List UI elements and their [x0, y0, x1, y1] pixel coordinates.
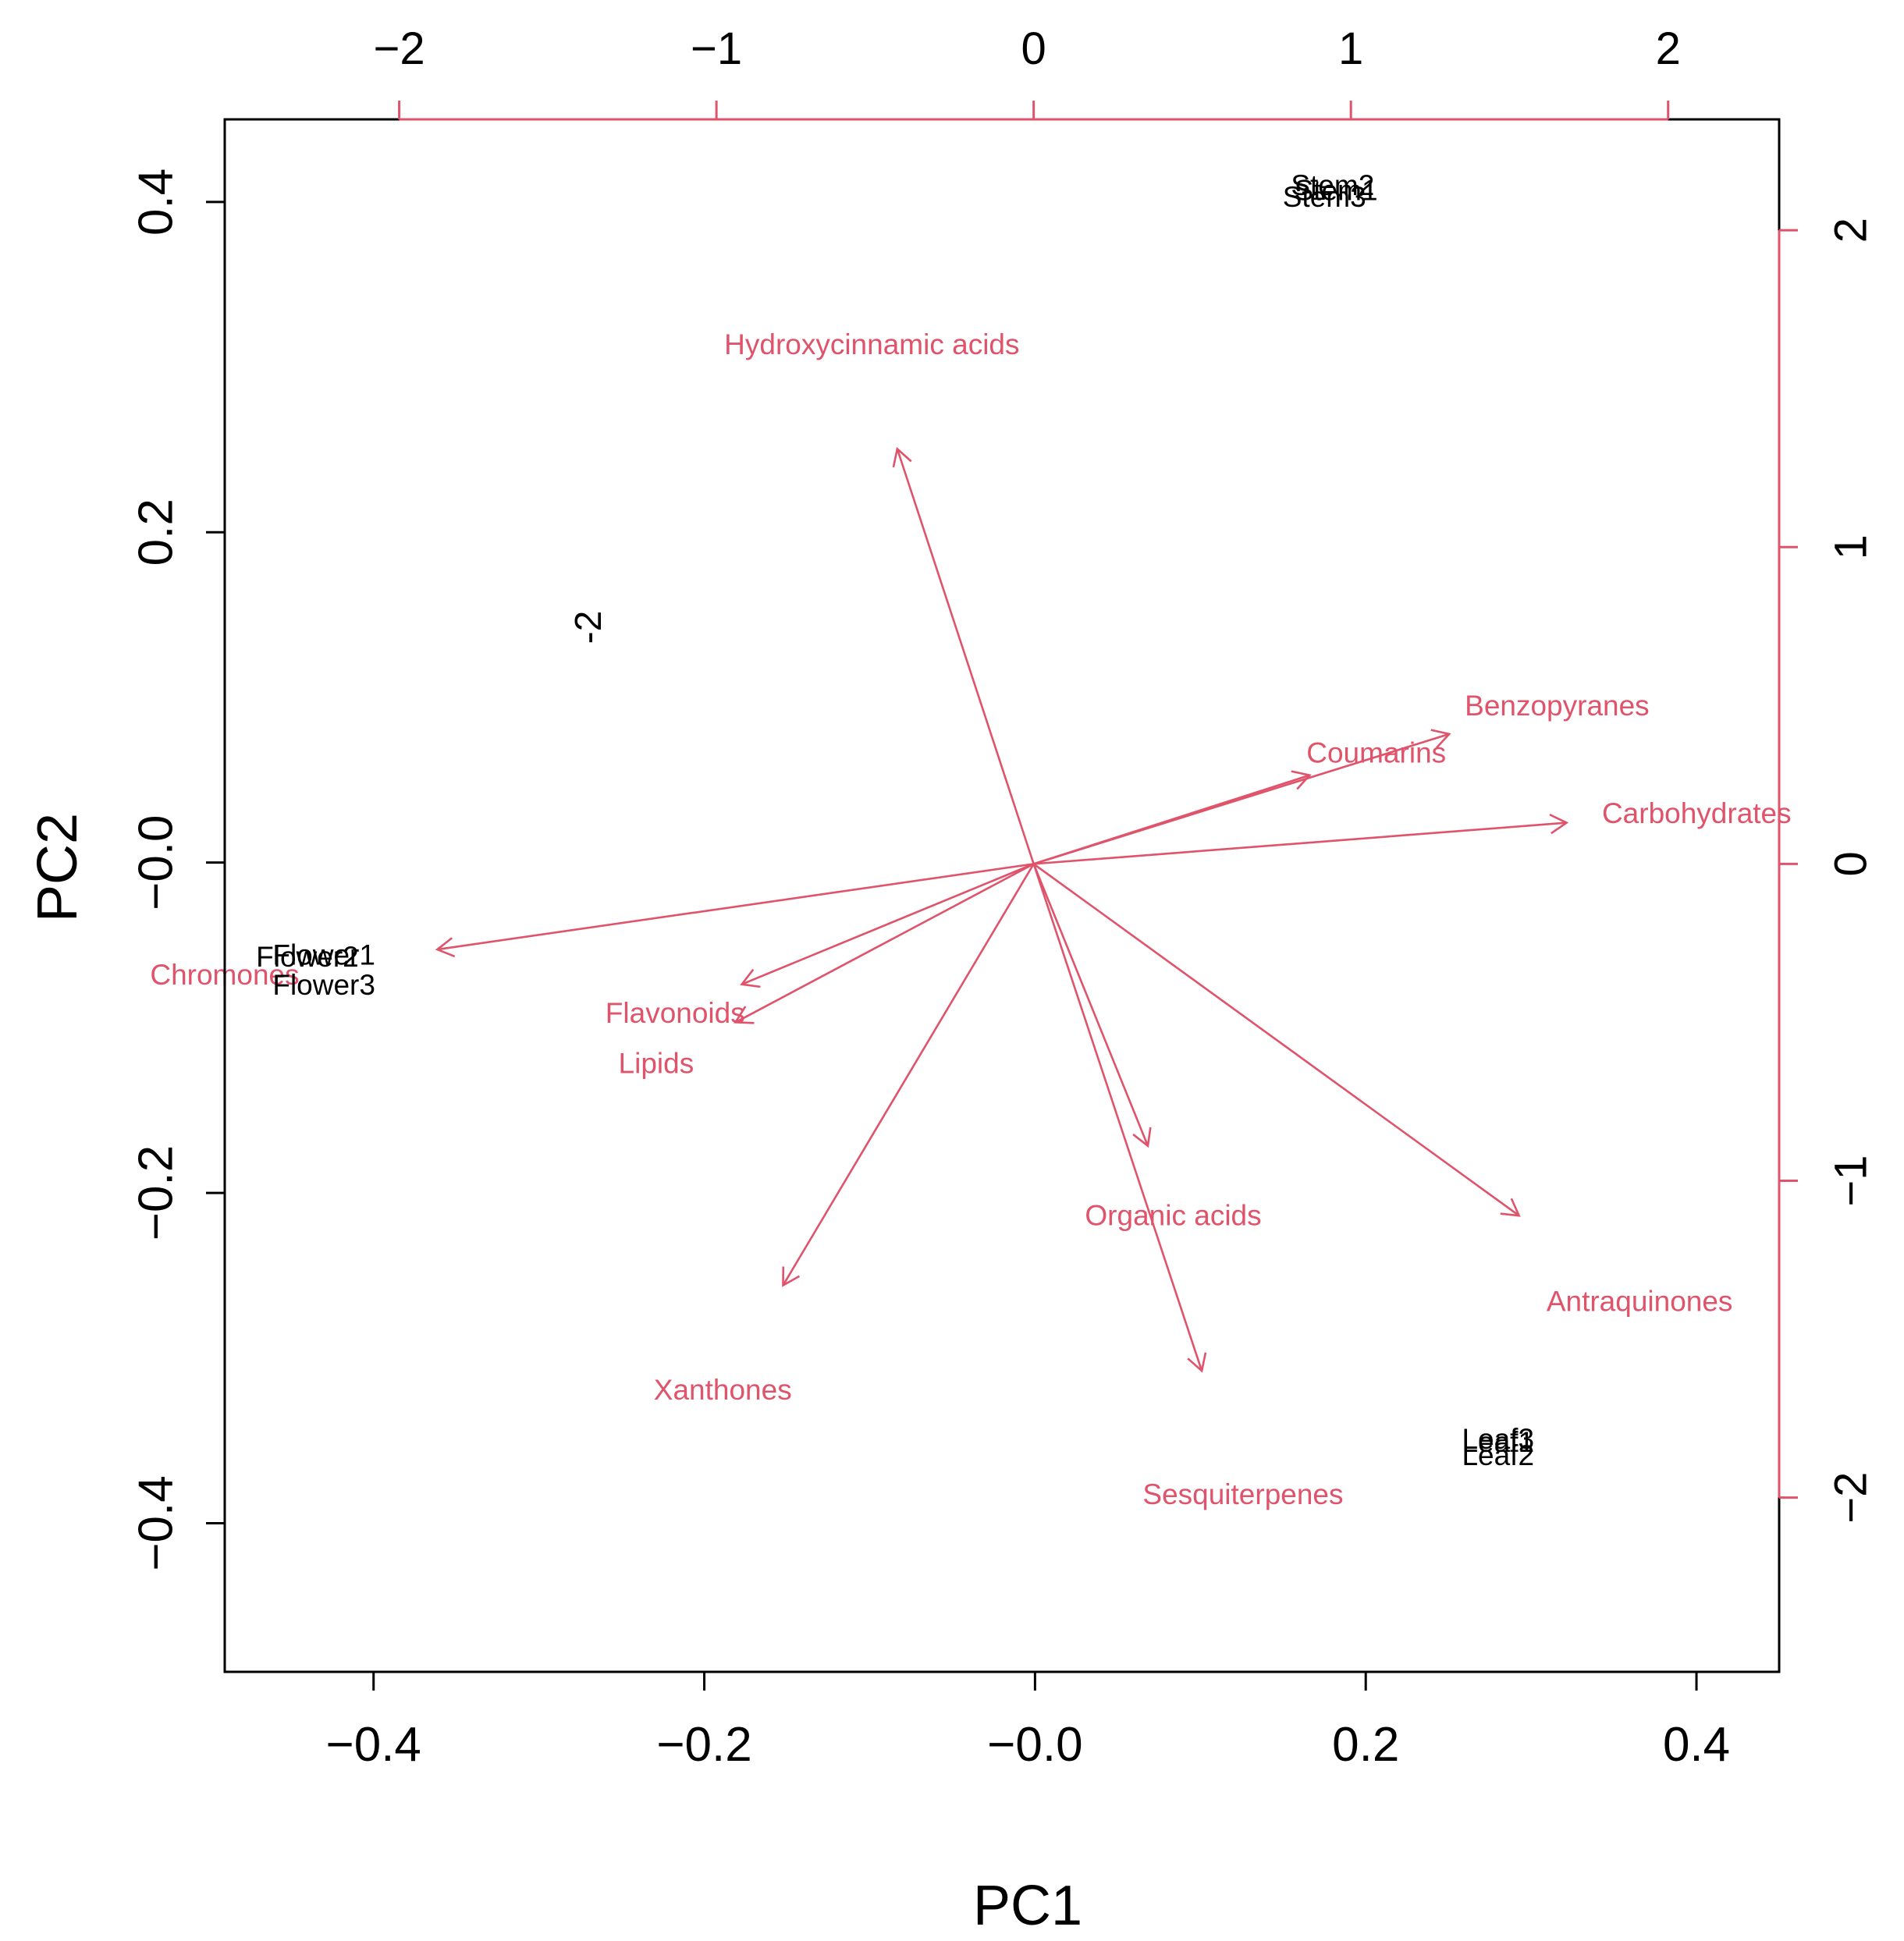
loading-label-carbohydrates: Carbohydrates [1602, 797, 1792, 829]
loading-arrowhead-flavonoids [740, 968, 761, 988]
sample-label-leaf2: Leaf2 [1462, 1439, 1534, 1471]
y-axis-label: PC2 [27, 813, 89, 922]
sample-label-flower1: Flower1 [272, 939, 375, 971]
sample-label-flower3: Flower3 [272, 969, 375, 1001]
loading-arrowhead-xanthones [782, 1266, 801, 1287]
x-tick-label: 0.4 [1663, 1718, 1730, 1772]
y-tick-label: −0.2 [130, 1145, 183, 1240]
loading-label-antraquinones: Antraquinones [1547, 1285, 1733, 1317]
right-tick-label: 0 [1826, 851, 1877, 876]
top-tick-label: 2 [1656, 23, 1681, 74]
loading-arrow-lipids [734, 863, 1035, 1024]
top-axis: −2 −1 0 1 2 [374, 23, 1681, 121]
loading-label-hydroxycinnamic-acids: Hydroxycinnamic acids [724, 328, 1019, 360]
y-tick-label: 0.4 [130, 169, 183, 236]
top-tick-label: −1 [691, 23, 742, 74]
right-tick-label: −1 [1826, 1155, 1877, 1206]
loading-arrow-xanthones [782, 863, 1035, 1286]
sample-label-stem2: Stem2 [1291, 169, 1374, 201]
loading-arrowhead-organic-acids [1132, 1127, 1152, 1148]
right-tick-label: 1 [1826, 534, 1877, 559]
loading-arrow-sesquiterpenes [1032, 863, 1203, 1371]
top-tick-label: 0 [1021, 23, 1046, 74]
bottom-axis: −0.4 −0.2 −0.0 0.2 0.4 [326, 1670, 1730, 1772]
loading-label-coumarins: Coumarins [1306, 737, 1446, 769]
loading-label-xanthones: Xanthones [654, 1374, 792, 1406]
sample-label-stem1: Stem1 [1295, 175, 1378, 207]
loading-label-organic-acids: Organic acids [1085, 1200, 1261, 1232]
loading-arrowhead-sesquiterpenes [1187, 1352, 1207, 1373]
loading-arrowhead-chromones [435, 937, 456, 958]
loading-arrowhead-hydroxycinnamic-acids [892, 446, 912, 468]
x-tick-label: −0.0 [987, 1718, 1082, 1772]
sample-label-leaf1: Leaf1 [1462, 1426, 1534, 1458]
sample-label-leaf3: Leaf3 [1462, 1423, 1534, 1455]
loading-arrows [435, 446, 1569, 1373]
loading-arrow-chromones [437, 863, 1034, 951]
loading-arrowhead-coumarins [1291, 770, 1312, 790]
loading-arrow-hydroxycinnamic-acids [896, 448, 1035, 864]
loading-label-flavonoids: Flavonoids [606, 997, 745, 1029]
loading-arrowhead-carbohydrates [1549, 814, 1569, 835]
loading-arrowhead-lipids [734, 1006, 755, 1024]
y-tick-label: 0.2 [130, 499, 183, 566]
right-tick-label: 2 [1826, 218, 1877, 243]
loading-arrow-coumarins [1033, 774, 1310, 865]
x-tick-label: −0.4 [326, 1718, 421, 1772]
y-tick-label: −0.4 [130, 1475, 183, 1570]
loading-label-sesquiterpenes: Sesquiterpenes [1142, 1478, 1343, 1510]
loading-arrowhead-benzopyranes [1430, 729, 1451, 749]
loading-arrow-antraquinones [1032, 863, 1520, 1217]
loading-arrowhead-antraquinones [1500, 1198, 1521, 1217]
loading-arrow-flavonoids [741, 863, 1035, 985]
loading-arrow-organic-acids [1032, 863, 1149, 1147]
x-axis-label: PC1 [973, 1875, 1082, 1937]
right-axis: −2 −1 0 1 2 [1778, 218, 1877, 1524]
stray-axis-label: -2 [568, 611, 609, 644]
x-tick-label: 0.2 [1332, 1718, 1399, 1772]
sample-label-flower2: Flower2 [256, 941, 359, 973]
loading-label-benzopyranes: Benzopyranes [1465, 690, 1650, 722]
right-tick-label: −2 [1826, 1472, 1877, 1524]
sample-label-stem3: Stem3 [1283, 181, 1366, 213]
top-tick-label: 1 [1338, 23, 1363, 74]
y-tick-label: −0.0 [130, 814, 183, 910]
loading-label-lipids: Lipids [619, 1048, 694, 1080]
x-tick-label: −0.2 [656, 1718, 751, 1772]
top-tick-label: −2 [374, 23, 425, 74]
left-axis: −0.4 −0.2 −0.0 0.2 0.4 [130, 169, 226, 1571]
loading-arrow-carbohydrates [1033, 821, 1567, 865]
